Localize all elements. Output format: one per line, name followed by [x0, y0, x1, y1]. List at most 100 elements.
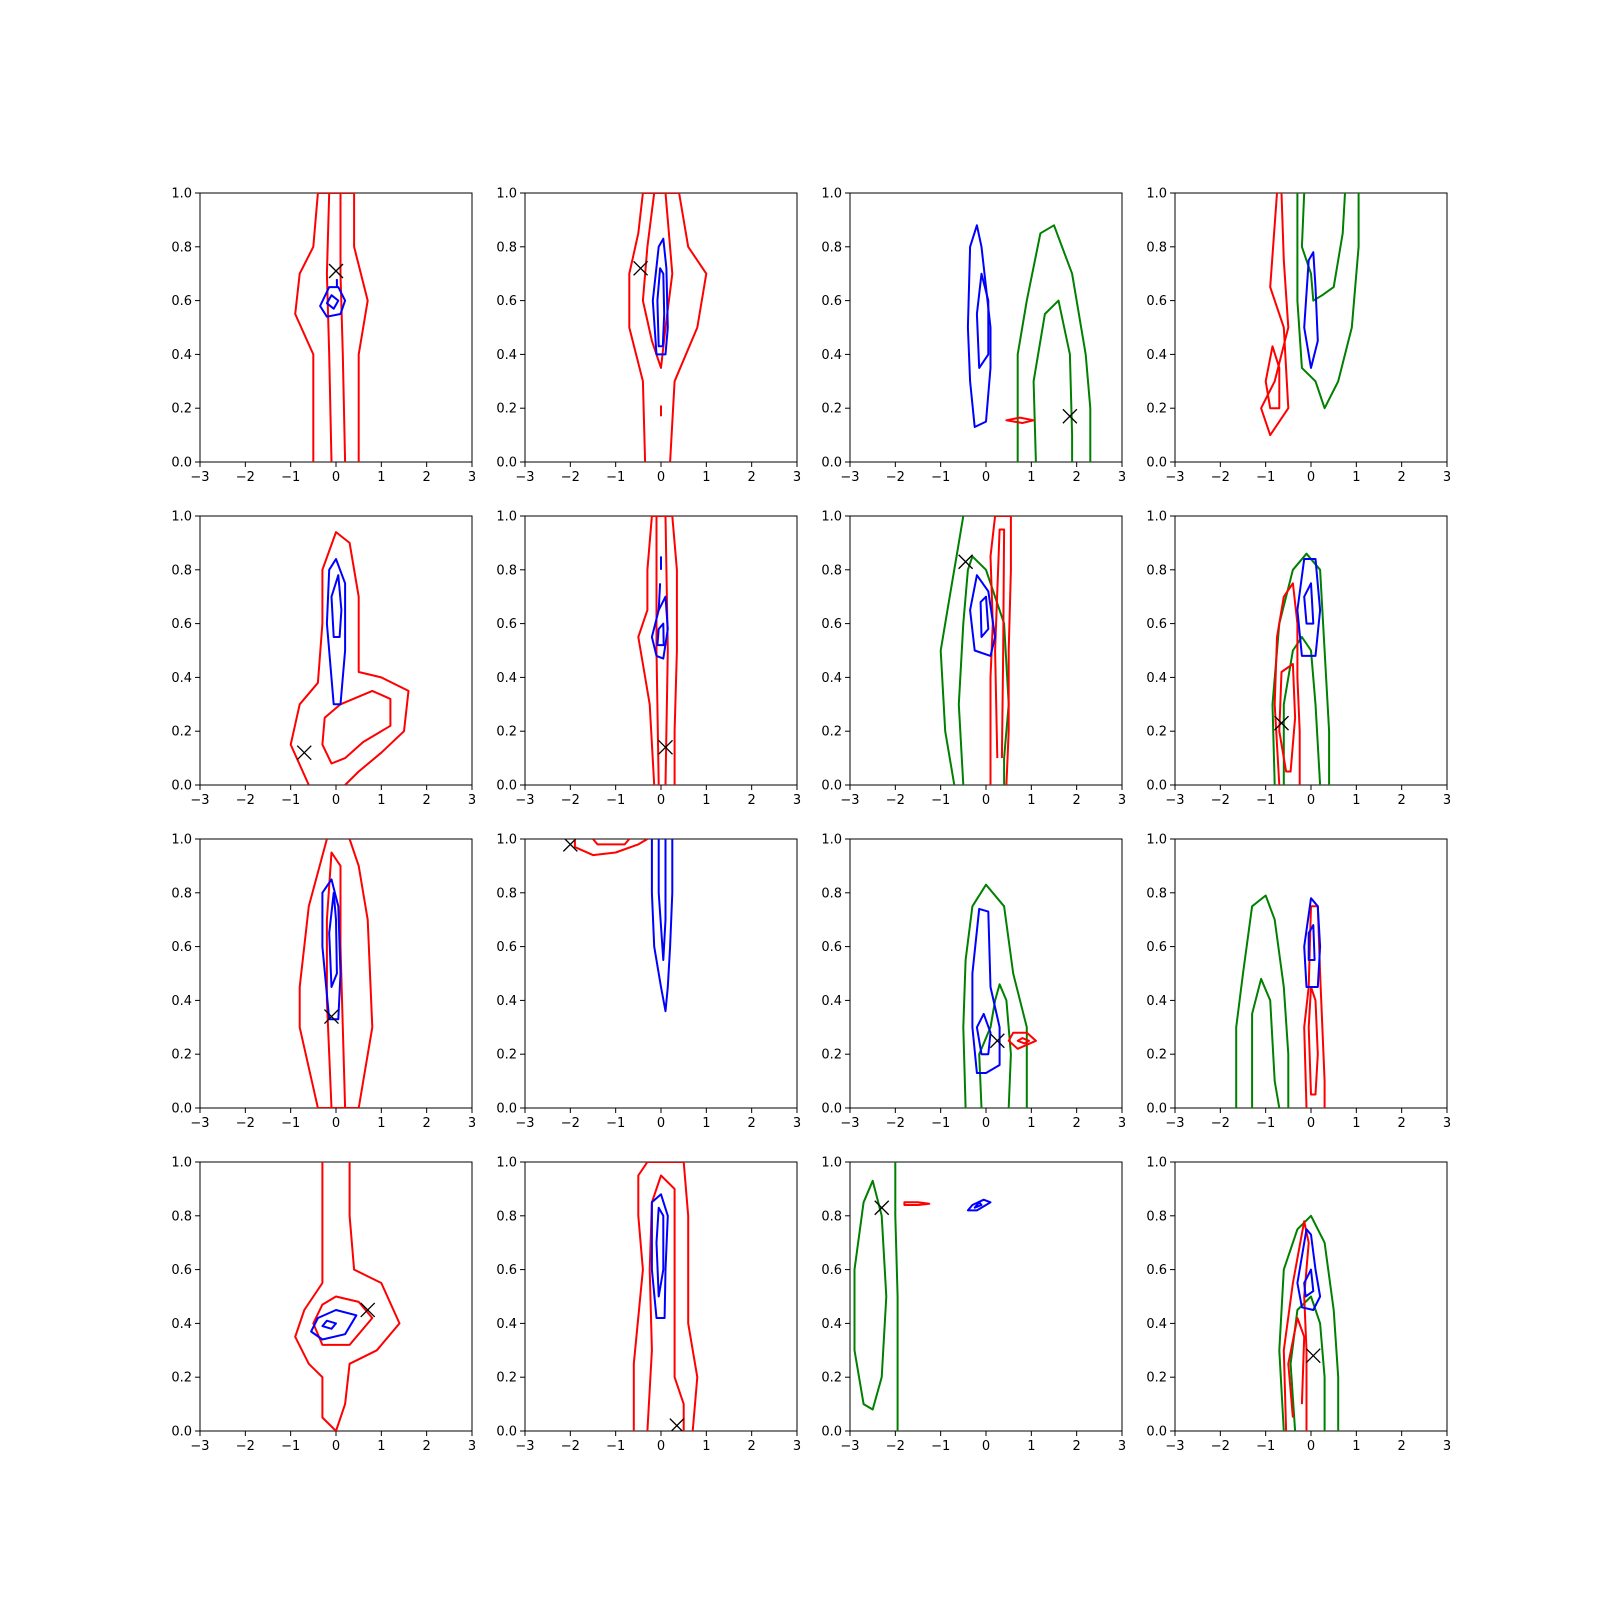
y-tick-label: 1.0 — [1146, 187, 1167, 202]
y-tick-label: 0.0 — [171, 456, 192, 471]
y-tick-label: 0.6 — [1146, 294, 1167, 309]
y-tick-label: 1.0 — [496, 187, 517, 202]
contour-blue-6 — [1303, 1268, 1315, 1298]
x-tick-label: 1 — [702, 470, 710, 485]
contour-red-2 — [312, 1295, 374, 1346]
x-tick-label: 2 — [748, 470, 756, 485]
y-tick-label: 0.2 — [496, 1371, 517, 1386]
contour-red-2 — [655, 516, 669, 785]
contour-green-3 — [1296, 193, 1360, 410]
x-tick-label: −2 — [1211, 793, 1230, 808]
x-tick-label: 1 — [1352, 1439, 1360, 1454]
x-tick-label: 1 — [1027, 470, 1035, 485]
y-tick-label: 0.4 — [821, 1317, 842, 1332]
x-marker-stroke — [1305, 1348, 1321, 1364]
subplot-3-3: −3 −2 −1 0 1 2 3 0.0 0.2 0.4 0.6 0.8 1.0 — [821, 833, 1126, 1132]
contour-red-1 — [628, 193, 708, 462]
y-tick-label: 0.8 — [171, 1209, 192, 1224]
subplot-1-1: −3 −2 −1 0 1 2 3 0.0 0.2 0.4 0.6 0.8 1.0 — [171, 187, 476, 486]
x-tick-label: 0 — [1307, 470, 1315, 485]
y-tick-label: 0.0 — [496, 1102, 517, 1117]
x-tick-label: −1 — [281, 470, 300, 485]
contour-green-2 — [1282, 636, 1322, 785]
x-tick-label: 0 — [332, 793, 340, 808]
x-tick-label: 1 — [702, 1439, 710, 1454]
x-marker-stroke — [328, 263, 344, 279]
contour-green-1 — [1235, 894, 1290, 1108]
x-tick-label: −3 — [840, 793, 859, 808]
x-tick-label: −1 — [1256, 793, 1275, 808]
y-tick-label: 0.0 — [1146, 779, 1167, 794]
y-tick-label: 0.0 — [496, 1425, 517, 1440]
subplot-1-2: −3 −2 −1 0 1 2 3 0.0 0.2 0.4 0.6 0.8 1.0 — [496, 187, 801, 486]
contour-red-1 — [573, 839, 648, 857]
x-marker-stroke — [1062, 408, 1078, 424]
y-tick-label: 0.2 — [171, 1371, 192, 1386]
x-tick-label: 0 — [657, 793, 665, 808]
y-tick-label: 1.0 — [821, 187, 842, 202]
axes-frame — [199, 515, 473, 786]
plot-area — [962, 883, 1037, 1108]
x-tick-label: 0 — [657, 1439, 665, 1454]
x-tick-label: 3 — [1443, 1116, 1451, 1131]
contour-blue-6 — [979, 595, 990, 638]
axes-frame — [1174, 192, 1448, 463]
y-tick-label: 0.4 — [1146, 1317, 1167, 1332]
x-tick-label: 1 — [702, 1116, 710, 1131]
x-tick-label: 1 — [1027, 1439, 1035, 1454]
x-tick-label: 3 — [468, 793, 476, 808]
y-tick-label: 0.8 — [821, 1209, 842, 1224]
x-tick-label: −3 — [840, 1116, 859, 1131]
x-tick-label: −1 — [931, 470, 950, 485]
axes-frame — [524, 838, 798, 1109]
x-tick-label: −3 — [190, 1439, 209, 1454]
plot-area — [853, 1162, 992, 1431]
subplot-2-1: −3 −2 −1 0 1 2 3 0.0 0.2 0.4 0.6 0.8 1.0 — [171, 510, 476, 809]
x-tick-label: −2 — [236, 470, 255, 485]
plot-area — [966, 224, 1092, 462]
subplot-2-4: −3 −2 −1 0 1 2 3 0.0 0.2 0.4 0.6 0.8 1.0 — [1146, 510, 1451, 809]
y-tick-label: 0.4 — [496, 994, 517, 1009]
y-tick-label: 0.2 — [1146, 1048, 1167, 1063]
contour-green-4 — [1032, 299, 1074, 462]
contour-blue-3 — [325, 558, 347, 706]
x-marker — [562, 839, 578, 852]
x-tick-label: 2 — [1073, 1439, 1081, 1454]
x-tick-label: −3 — [1165, 470, 1184, 485]
x-tick-label: −3 — [840, 1439, 859, 1454]
y-tick-label: 0.4 — [1146, 994, 1167, 1009]
y-tick-label: 1.0 — [1146, 1156, 1167, 1171]
x-marker-stroke — [874, 1200, 890, 1216]
contour-blue-4 — [330, 574, 343, 638]
x-tick-label: 0 — [332, 1116, 340, 1131]
x-tick-label: 3 — [468, 1439, 476, 1454]
subplot-4-1: −3 −2 −1 0 1 2 3 0.0 0.2 0.4 0.6 0.8 1.0 — [171, 1156, 476, 1455]
x-tick-label: −2 — [886, 1439, 905, 1454]
plot-area — [632, 1162, 699, 1431]
y-tick-label: 0.4 — [821, 671, 842, 686]
contour-red-2 — [1264, 345, 1281, 410]
x-tick-label: −3 — [840, 470, 859, 485]
y-tick-label: 0.2 — [1146, 1371, 1167, 1386]
contour-red-1 — [294, 1162, 401, 1431]
y-tick-label: 0.2 — [171, 402, 192, 417]
contour-blue-6 — [1303, 582, 1315, 625]
x-tick-label: 2 — [423, 1439, 431, 1454]
contour-blue-5 — [657, 583, 662, 611]
contour-blue-3 — [321, 878, 342, 1021]
y-tick-label: 0.4 — [1146, 348, 1167, 363]
x-tick-label: −3 — [515, 1439, 534, 1454]
x-marker-stroke — [658, 739, 673, 755]
y-tick-label: 0.8 — [1146, 1209, 1167, 1224]
x-marker — [633, 260, 649, 276]
contour-blue-4 — [966, 1198, 992, 1212]
y-tick-label: 1.0 — [1146, 510, 1167, 525]
y-tick-label: 0.0 — [496, 456, 517, 471]
y-tick-label: 0.4 — [821, 994, 842, 1009]
x-tick-label: 2 — [1398, 470, 1406, 485]
contour-green-2 — [853, 1179, 888, 1411]
contour-red-6 — [1016, 1037, 1031, 1045]
contour-green-2 — [957, 555, 1010, 785]
y-tick-label: 0.8 — [1146, 886, 1167, 901]
contour-blue-4 — [655, 1206, 665, 1298]
